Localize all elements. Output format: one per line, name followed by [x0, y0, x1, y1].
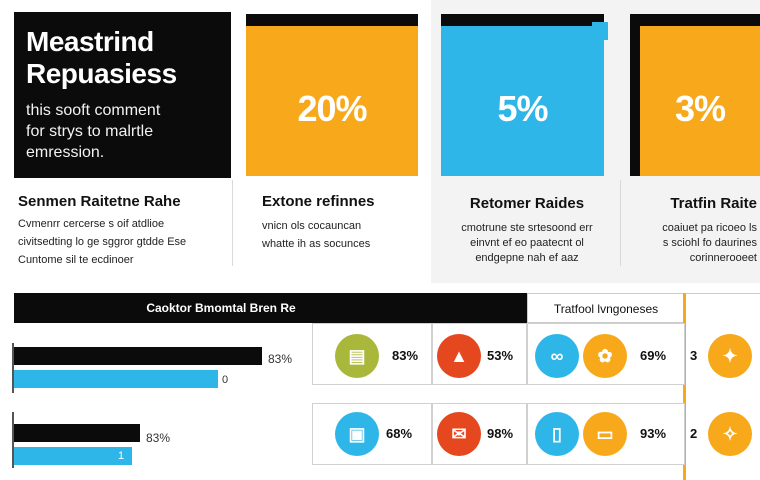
card-2-text: Retomer Raides cmotrune ste srtesoond er…	[447, 195, 607, 266]
orange-accent-line	[683, 293, 686, 480]
divider	[232, 180, 233, 266]
hero-title-line2: Repuasiess	[26, 58, 177, 89]
bar-2-blue	[14, 447, 132, 465]
row1-value-2: 53%	[487, 348, 514, 363]
row2-value-3: 93%	[640, 426, 667, 441]
puzzle-icon: ✦	[708, 334, 752, 378]
document-icon: ▤	[335, 334, 379, 378]
card-3-desc2: s sciohl fo daurines	[662, 237, 757, 249]
left-block-desc1: Cvmenrr cercerse s oif atdlioe	[18, 218, 165, 230]
left-block: Senmen Raitetne Rahe Cvmenrr cercerse s …	[18, 193, 228, 268]
bar-1-black	[14, 347, 262, 365]
chat-icon: ✧	[708, 412, 752, 456]
card-1-desc1: vnicn ols cocauncan	[262, 220, 362, 232]
left-block-title: Senmen Raitetne Rahe	[18, 193, 181, 210]
hero-sub-line3: emression.	[26, 144, 105, 161]
hero-sub-line2: for strys to malrtle	[26, 123, 154, 140]
card-2-title: Retomer Raides	[469, 195, 585, 212]
hero-title-line1: Meastrind	[26, 26, 154, 57]
gear-icon: ✿	[583, 334, 627, 378]
stat-card-2-value: 5%	[497, 88, 548, 129]
axis-line	[12, 412, 14, 468]
bar-1-sub: 0	[222, 374, 229, 386]
stat-card-1-value: 20%	[297, 88, 367, 129]
folder-icon: ▭	[583, 412, 627, 456]
hero-sub-line1: this sooft comment	[26, 102, 161, 119]
card-3-text: Tratfin Raite coaiuet pa ricoeo ls s sci…	[632, 195, 757, 266]
stat-card-3-value: 3%	[674, 88, 726, 129]
stat-card-2: 5%	[441, 14, 608, 176]
card-2-desc2: einvnt ef eo paatecnt ol	[470, 237, 584, 249]
hero-card: Meastrind Repuasiess this sooft comment …	[14, 12, 231, 178]
link-icon: ∞	[535, 334, 579, 378]
card-2-desc3: endgepne nah ef aaz	[475, 252, 579, 264]
card-3-desc3: corinnerooeet	[689, 252, 757, 264]
row2-value-4: 2	[690, 426, 698, 441]
bar-2-sub: 1	[118, 450, 125, 462]
left-block-desc2: civitsedting lo ge sggror gtdde Ese	[18, 236, 187, 248]
mail-icon: ✉	[437, 412, 481, 456]
page-icon: ▯	[535, 412, 579, 456]
card-1-text: Extone refinnes vnicn ols cocauncan what…	[262, 193, 422, 252]
table-header-left: Caoktor Bmomtal Bren Re	[146, 301, 296, 315]
flame-icon: ▲	[437, 334, 481, 378]
divider	[620, 180, 621, 266]
row2-value-1: 68%	[386, 426, 413, 441]
row1-value-4: 3	[690, 348, 698, 363]
axis-line	[12, 343, 14, 393]
bar-1-label: 83%	[268, 352, 293, 366]
bar-2-label: 83%	[146, 431, 171, 445]
card-1-title: Extone refinnes	[262, 193, 375, 210]
card-3-title: Tratfin Raite	[670, 195, 757, 212]
row1-value-3: 69%	[640, 348, 667, 363]
card-1-desc2: whatte ih as socunces	[262, 238, 371, 250]
bar-2-black	[14, 424, 140, 442]
stat-card-1: 20%	[246, 14, 418, 176]
bar-1-blue	[14, 370, 218, 388]
table-header-right: Tratfool lvngoneses	[527, 293, 685, 323]
flag-corner	[592, 22, 608, 40]
row2-value-2: 98%	[487, 426, 514, 441]
card-3-desc1: coaiuet pa ricoeo ls	[662, 222, 757, 234]
stat-card-3: 3%	[630, 14, 760, 176]
table-header-right-blank	[685, 293, 760, 323]
card-2-desc1: cmotrune ste srtesoond err	[461, 222, 593, 234]
row1-value-1: 83%	[392, 348, 419, 363]
frame-icon: ▣	[335, 412, 379, 456]
left-block-desc3: Cuntome sil te ecdinoer	[18, 254, 134, 266]
